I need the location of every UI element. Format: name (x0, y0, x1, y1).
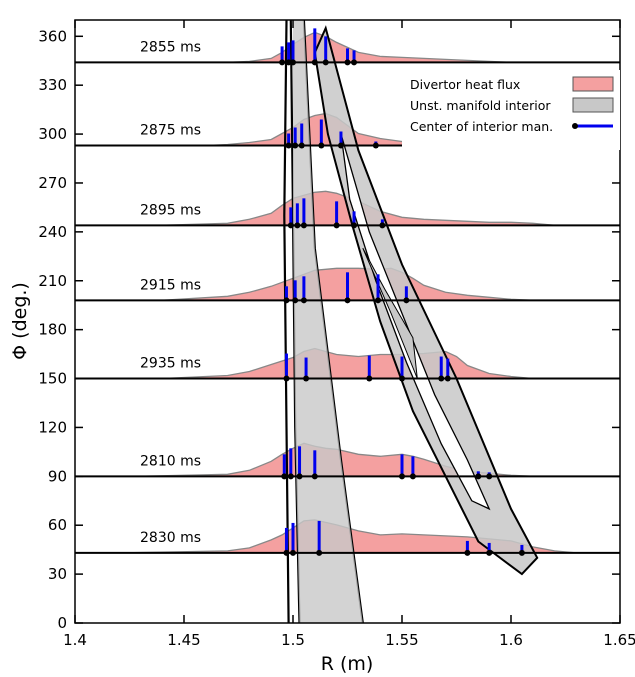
y-tick-label-11: 330 (38, 76, 67, 94)
x-tick-label-1: 1.45 (167, 631, 200, 649)
center-dot-2-5 (444, 375, 451, 382)
center-dot-6-6 (351, 59, 358, 66)
center-dot-1-6 (475, 473, 482, 480)
y-tick-label-7: 210 (38, 272, 67, 290)
center-dot-6-5 (344, 59, 351, 66)
center-dot-5-4 (337, 142, 344, 149)
center-dot-1-5 (409, 473, 416, 480)
y-tick-label-2: 60 (48, 516, 67, 534)
y-axis-ticks: 0 30 60 90 120 150 180 210 240 270 300 330 360 (38, 27, 620, 632)
y-tick-label-4: 120 (38, 418, 67, 436)
center-dot-3-0 (283, 297, 290, 304)
center-dot-0-5 (518, 549, 525, 556)
center-dot-3-3 (344, 297, 351, 304)
legend-swatch-0 (572, 76, 614, 92)
center-dot-1-2 (296, 473, 303, 480)
y-tick-label-3: 90 (48, 467, 67, 485)
manifold-lobe-core (362, 247, 418, 379)
y-tick-label-12: 360 (38, 27, 67, 45)
manifold-centers (279, 28, 525, 556)
x-axis-ticks: 1.4 1.45 1.5 1.55 1.6 1.65 (63, 20, 635, 649)
center-dot-2-3 (399, 375, 405, 382)
y-tick-label-10: 300 (38, 125, 67, 143)
legend-label-2: Center of interior man. (410, 119, 553, 134)
center-dot-1-4 (399, 473, 405, 480)
center-dot-4-4 (351, 222, 358, 229)
center-dot-3-5 (403, 297, 410, 304)
center-dot-4-3 (333, 222, 340, 229)
center-dot-0-1 (290, 549, 296, 556)
center-dot-4-0 (287, 222, 294, 229)
y-tick-label-9: 270 (38, 174, 67, 192)
center-dot-6-1 (285, 59, 292, 66)
center-dot-6-2 (290, 59, 296, 66)
center-dot-6-4 (322, 59, 329, 66)
time-label-6: 2855 ms (140, 39, 201, 55)
center-dot-5-5 (372, 142, 379, 149)
legend-swatch-dot (572, 123, 578, 129)
legend-label-1: Unst. manifold interior (410, 98, 551, 113)
center-dot-3-2 (300, 297, 307, 304)
center-dot-2-1 (303, 375, 310, 382)
x-tick-label-0: 1.4 (63, 631, 87, 649)
center-dot-5-1 (292, 142, 299, 149)
x-axis-label: R (m) (321, 653, 374, 675)
center-dot-5-0 (285, 142, 292, 149)
time-label-0: 2830 ms (140, 530, 201, 546)
legend: Divertor heat flux Unst. manifold interio… (402, 70, 620, 150)
center-dot-1-3 (311, 473, 318, 480)
y-tick-label-1: 30 (48, 565, 67, 583)
center-dot-2-0 (283, 375, 290, 382)
legend-label-0: Divertor heat flux (410, 77, 520, 92)
center-dot-0-3 (464, 549, 471, 556)
center-dot-5-3 (318, 142, 325, 149)
y-tick-label-5: 150 (38, 370, 67, 388)
center-dot-3-1 (292, 297, 299, 304)
manifold-strip-fill (293, 20, 363, 623)
plot-frame (74, 19, 621, 624)
center-dot-0-4 (486, 549, 493, 556)
center-dot-3-4 (375, 297, 382, 304)
center-dot-6-3 (311, 59, 318, 66)
center-dot-0-2 (316, 549, 323, 556)
x-tick-label-3: 1.55 (385, 631, 418, 649)
x-tick-label-2: 1.5 (281, 631, 305, 649)
manifold-lobe-outer (313, 25, 539, 576)
center-dot-2-4 (438, 375, 445, 382)
heat-flux-area-6 (227, 31, 512, 64)
center-dot-1-7 (486, 473, 493, 480)
center-dot-6-0 (279, 59, 286, 66)
y-axis-label: Φ (deg.) (9, 282, 31, 360)
y-tick-label-0: 0 (57, 614, 67, 632)
center-dot-1-1 (287, 473, 294, 480)
time-labels: 2830 ms 2810 ms 2935 ms 2915 ms 2895 ms 2875 … (140, 39, 201, 546)
y-tick-label-8: 240 (38, 223, 67, 241)
center-dot-5-2 (298, 142, 305, 149)
center-dot-4-1 (294, 222, 301, 229)
x-tick-label-5: 1.65 (603, 631, 635, 649)
heat-flux-area-2 (162, 347, 533, 380)
time-label-5: 2875 ms (140, 122, 201, 138)
center-dot-4-5 (379, 222, 386, 229)
y-tick-label-6: 180 (38, 321, 67, 339)
manifold-strip-0 (283, 20, 290, 623)
center-dot-2-2 (366, 375, 373, 382)
center-dot-1-0 (281, 473, 288, 480)
time-label-1: 2810 ms (140, 453, 201, 469)
center-dot-0-0 (283, 549, 290, 556)
center-dot-4-2 (300, 222, 307, 229)
time-label-2: 2935 ms (140, 356, 201, 372)
legend-swatch-1 (572, 97, 614, 113)
x-tick-label-4: 1.6 (499, 631, 523, 649)
time-label-4: 2895 ms (140, 202, 201, 218)
time-label-3: 2915 ms (140, 277, 201, 293)
